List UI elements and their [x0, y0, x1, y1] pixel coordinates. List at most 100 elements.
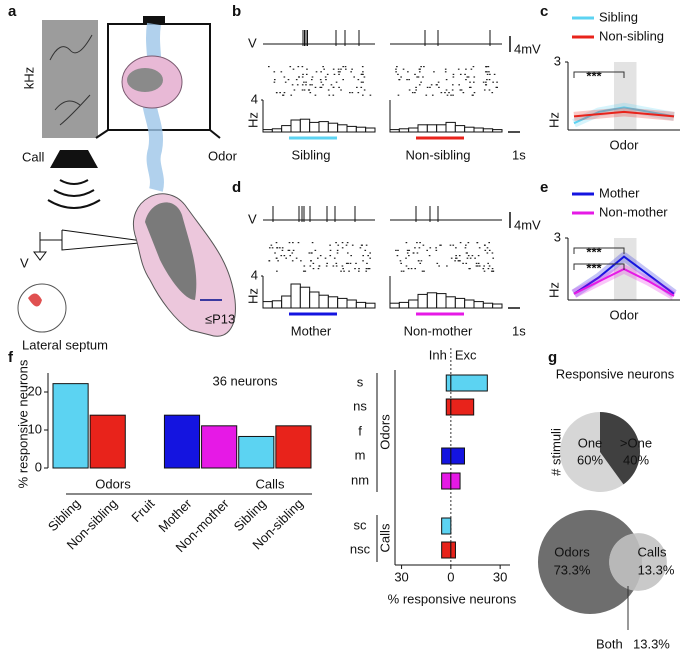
raster-tick: [469, 81, 471, 83]
raster-tick: [452, 94, 454, 96]
raster-tick: [338, 86, 340, 88]
raster-tick: [295, 79, 298, 81]
histogram-bar: [309, 121, 320, 133]
raster-tick: [455, 255, 457, 257]
raster-tick: [468, 86, 471, 88]
raster-tick: [351, 92, 354, 94]
x-tick-label: 30: [493, 569, 507, 584]
raster-tick: [488, 249, 491, 251]
raster-tick: [341, 242, 344, 244]
raster-tick: [335, 242, 337, 244]
category-label: s: [357, 374, 364, 389]
raster-tick: [332, 94, 335, 96]
significance-bracket: [573, 263, 625, 270]
raster-tick: [460, 89, 463, 91]
set-value: 73.3%: [554, 562, 591, 577]
raster-tick: [337, 68, 340, 70]
raster-tick: [426, 249, 428, 251]
raster-tick: [362, 81, 364, 83]
voltage-scale: 4mV: [514, 41, 541, 56]
raster-tick: [310, 260, 312, 262]
raster-tick: [471, 255, 474, 257]
histogram-bar: [408, 299, 419, 309]
significance-label: ***: [586, 68, 602, 83]
raster-tick: [422, 244, 425, 246]
raster-tick: [438, 86, 440, 88]
raster-tick: [307, 89, 310, 91]
histogram-bar: [445, 296, 456, 309]
raster-tick: [343, 270, 345, 272]
raster-tick: [360, 73, 363, 75]
pie-slice: [600, 412, 641, 485]
histogram-bar: [327, 296, 339, 309]
raster-tick: [465, 244, 467, 246]
raster-tick: [408, 79, 410, 81]
raster-tick: [314, 249, 317, 251]
raster-tick: [361, 66, 364, 68]
raster-tick: [448, 92, 450, 94]
raster-tick: [364, 249, 367, 251]
raster-tick: [483, 270, 486, 272]
raster-tick: [464, 247, 467, 249]
raster-tick: [446, 265, 448, 267]
raster-tick: [336, 249, 339, 251]
raster-tick: [311, 242, 314, 244]
panel-letter: g: [548, 349, 557, 366]
raster-tick: [429, 247, 432, 249]
histogram-bar: [365, 302, 376, 309]
raster-tick: [415, 86, 417, 88]
raster-tick: [467, 255, 470, 257]
bar: [238, 435, 275, 469]
raster-tick: [303, 265, 306, 267]
raster-tick: [314, 94, 317, 96]
raster-tick: [400, 270, 403, 272]
raster-tick: [322, 66, 324, 68]
raster-tick: [459, 89, 462, 91]
raster-tick: [458, 255, 461, 257]
raster-tick: [490, 270, 493, 272]
series-header: Inh: [429, 347, 447, 362]
odor-box-edge: [95, 129, 221, 139]
raster-tick: [416, 76, 418, 78]
time-scale: 1s: [512, 323, 526, 338]
raster-tick: [309, 84, 311, 86]
raster-tick: [400, 76, 402, 78]
raster-tick: [450, 257, 453, 259]
stimulus-label: Non-mother: [404, 323, 473, 338]
overlap-label: Both: [596, 636, 623, 651]
raster-tick: [451, 89, 454, 91]
set-label: Calls: [638, 544, 667, 559]
histogram-bar: [262, 129, 273, 133]
raster-tick: [436, 84, 438, 86]
raster-tick: [407, 268, 410, 270]
stimulus-label: Mother: [291, 323, 332, 338]
histogram-bar: [436, 124, 447, 133]
raster-tick: [281, 247, 284, 249]
raster-tick: [426, 86, 429, 88]
region-label: Lateral septum: [22, 337, 108, 352]
raster-tick: [477, 265, 479, 267]
significance-label: ***: [586, 260, 602, 275]
histogram-bar: [492, 303, 503, 309]
histogram-bar: [398, 301, 410, 309]
raster-tick: [440, 92, 443, 94]
raster-tick: [483, 89, 486, 91]
raster-tick: [414, 247, 416, 249]
histogram-bar: [309, 291, 320, 309]
raster-tick: [418, 84, 421, 86]
raster-tick: [408, 249, 411, 251]
bar: [450, 541, 456, 559]
raster-tick: [319, 255, 322, 257]
voltage-scale: 4mV: [514, 217, 541, 232]
histogram-bar: [337, 297, 348, 309]
raster-tick: [470, 68, 473, 70]
category-label: m: [355, 447, 366, 462]
raster-tick: [309, 265, 312, 267]
raster-tick: [452, 73, 455, 75]
histogram-bar: [417, 124, 428, 133]
series-line: [573, 255, 675, 295]
raster-tick: [351, 68, 353, 70]
panel-letter: e: [540, 179, 548, 196]
histogram-bar: [436, 293, 447, 309]
raster-tick: [457, 68, 460, 70]
